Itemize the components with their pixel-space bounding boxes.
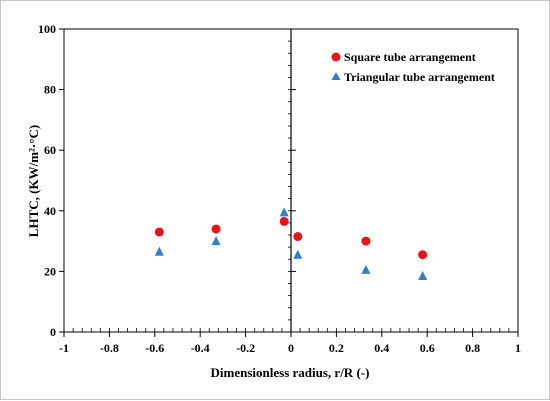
x-tick-label: -0.8 xyxy=(100,341,119,355)
square-arrangement-point xyxy=(361,236,371,246)
y-tick-label: 100 xyxy=(38,22,56,36)
x-tick-label: -0.2 xyxy=(236,341,255,355)
y-axis-title: LHTC, (KW/m²·°C) xyxy=(26,125,41,237)
square-arrangement-point xyxy=(293,232,303,242)
legend-marker-square xyxy=(331,52,341,62)
y-tick-label: 60 xyxy=(44,143,56,157)
legend-marker-triangular xyxy=(331,72,341,80)
x-tick-label: 0.4 xyxy=(374,341,389,355)
triangular-arrangement-point xyxy=(211,236,221,246)
y-tick-label: 20 xyxy=(44,264,56,278)
legend-label-square: Square tube arrangement xyxy=(344,50,476,64)
y-tick-labels: 0 20 40 60 80 100 xyxy=(38,22,56,339)
data-points xyxy=(154,207,428,280)
x-tick-label: 0.8 xyxy=(465,341,480,355)
square-arrangement-point xyxy=(418,250,428,260)
triangular-arrangement-point xyxy=(418,270,428,280)
square-arrangement-point xyxy=(154,227,164,237)
triangular-arrangement-point xyxy=(361,264,371,274)
x-tick-label: 0 xyxy=(288,341,294,355)
x-tick-label: -0.4 xyxy=(191,341,210,355)
tick-marks xyxy=(59,28,519,337)
x-tick-labels: -1 -0.8 -0.6 -0.4 -0.2 0 0.2 0.4 0.6 0.8 1 xyxy=(59,341,521,355)
legend: Square tube arrangement Triangular tube … xyxy=(331,50,495,84)
y-tick-label: 80 xyxy=(44,83,56,97)
legend-label-triangular: Triangular tube arrangement xyxy=(344,70,495,84)
x-tick-label: 0.6 xyxy=(420,341,435,355)
y-tick-label: 0 xyxy=(50,325,56,339)
square-arrangement-point xyxy=(279,216,289,226)
square-arrangement-point xyxy=(211,224,221,234)
x-tick-label: -0.6 xyxy=(145,341,164,355)
y-tick-label: 40 xyxy=(44,204,56,218)
triangular-arrangement-point xyxy=(279,207,289,217)
x-tick-label: 0.2 xyxy=(329,341,344,355)
triangular-arrangement-point xyxy=(293,249,303,259)
x-tick-label: 1 xyxy=(515,341,521,355)
x-axis-title: Dimensionless radius, r/R (-) xyxy=(211,365,370,380)
x-tick-label: -1 xyxy=(59,341,69,355)
triangular-arrangement-point xyxy=(154,246,164,256)
